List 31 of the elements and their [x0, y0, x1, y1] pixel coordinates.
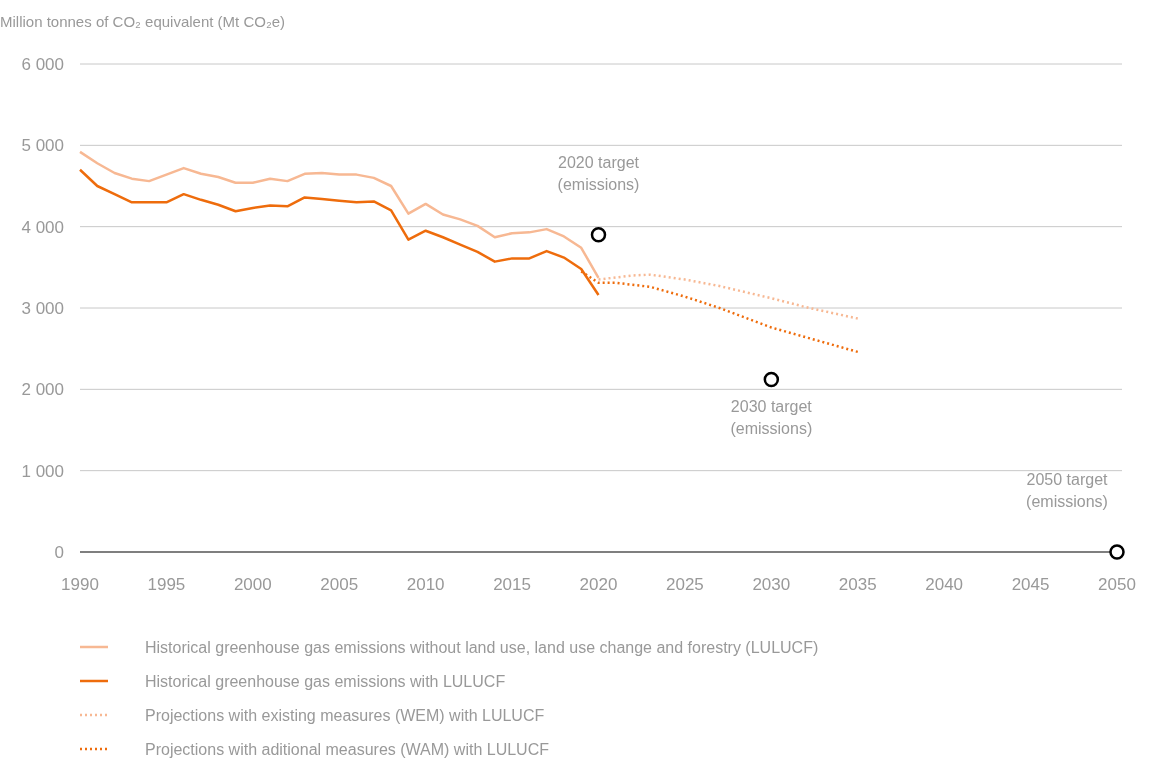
- x-tick-label: 2035: [838, 575, 877, 594]
- annotation: 2050 target (emissions): [1026, 471, 1109, 510]
- y-tick-label: 4 000: [21, 217, 64, 237]
- x-tick-label: 2050: [1098, 575, 1136, 594]
- y-tick-label: 2 000: [21, 380, 64, 400]
- x-tick-label: 2020: [579, 575, 618, 594]
- x-tick-label: 1990: [61, 575, 99, 594]
- y-tick-label: 1 000: [21, 461, 64, 481]
- y-tick-label: 3 000: [21, 299, 64, 318]
- legend-label: Historical greenhouse gas emissions without land use, land use change and forestry (LULUCF): [145, 639, 819, 656]
- point: [590, 227, 607, 243]
- y-axis-title: Million tonnes of CO₂ equivalent (Mt CO₂e): [0, 13, 286, 30]
- annotation: 2020 target (emissions): [557, 153, 640, 193]
- x-tick-label: 2005: [320, 575, 359, 594]
- point: [1109, 544, 1125, 560]
- legend-label: Historical greenhouse gas emissions with LULUCF: [145, 673, 506, 690]
- legend-label: Projections with existing measures (WEM) with LULUCF: [145, 707, 545, 724]
- x-tick-label: 1995: [147, 575, 186, 594]
- annotation: 2030 target (emissions): [730, 397, 813, 437]
- x-tick-label: 2040: [925, 575, 964, 594]
- y-tick-label: 5 000: [21, 136, 64, 156]
- x-tick-label: 2000: [233, 575, 272, 594]
- x-tick-label: 2025: [666, 575, 704, 594]
- y-tick-label: 6 000: [21, 55, 64, 74]
- x-tick-label: 2030: [752, 575, 791, 594]
- legend-label: Projections with aditional measures (WAM) with LULUCF: [145, 741, 550, 758]
- x-tick-label: 2010: [406, 575, 445, 594]
- point: [763, 371, 780, 388]
- x-tick-label: 2015: [493, 575, 531, 594]
- y-tick-label: 0: [54, 543, 64, 562]
- x-tick-label: 2045: [1011, 575, 1050, 594]
